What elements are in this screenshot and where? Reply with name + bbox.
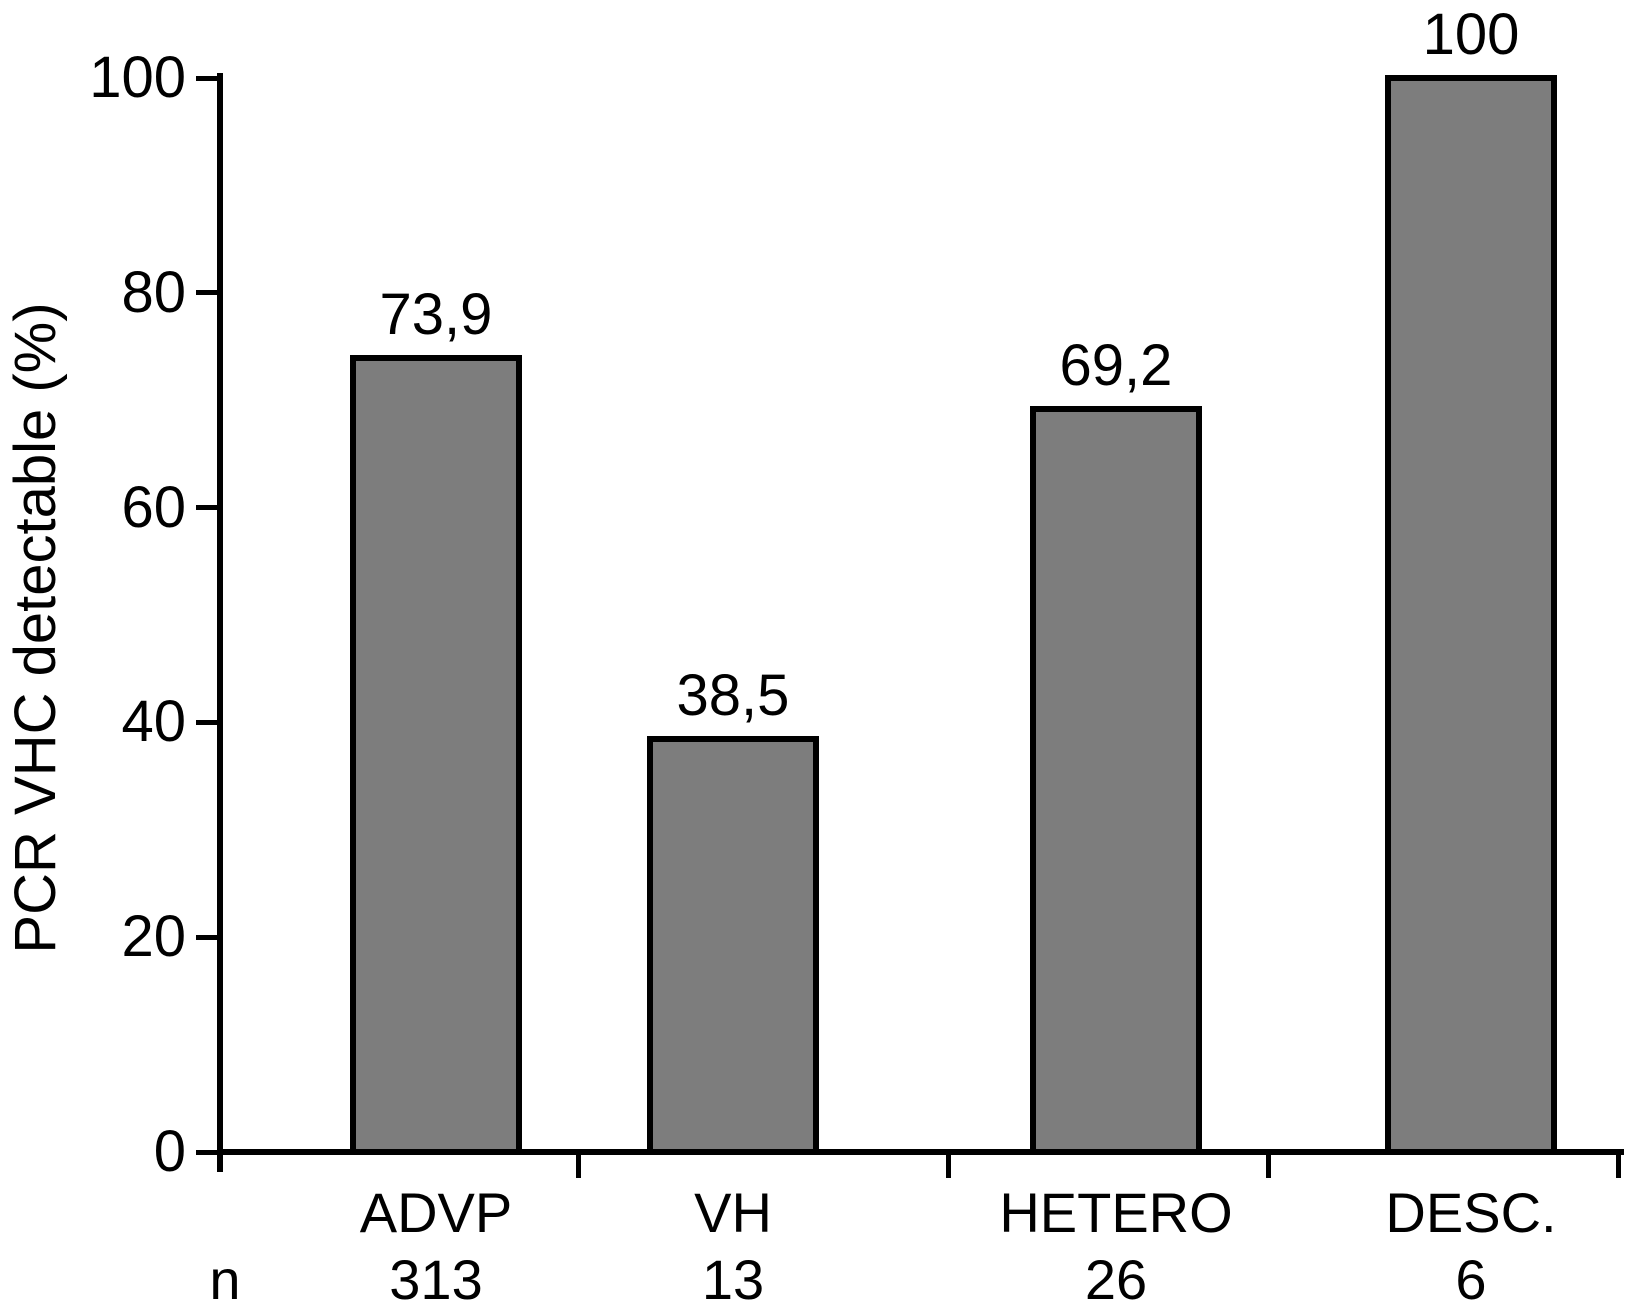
category-label: DESC.	[1385, 1181, 1557, 1244]
x-tick	[1616, 1152, 1621, 1178]
y-tick	[196, 75, 218, 81]
x-tick	[1266, 1152, 1271, 1178]
y-tick	[196, 719, 218, 725]
bar-value-label: 38,5	[676, 662, 790, 728]
bar	[1030, 405, 1202, 1155]
x-tick	[576, 1152, 581, 1178]
y-tick	[196, 505, 218, 511]
bar	[647, 735, 819, 1155]
x-axis-line	[217, 1149, 1624, 1155]
bar	[350, 355, 522, 1155]
n-value-label: 26	[1084, 1248, 1148, 1311]
category-label: ADVP	[359, 1181, 513, 1244]
n-row-label: n	[209, 1248, 241, 1311]
y-tick-label: 80	[121, 259, 186, 325]
y-tick-label: 60	[121, 474, 186, 540]
y-tick	[196, 1149, 218, 1155]
bar-value-label: 100	[1422, 2, 1520, 67]
n-value-label: 13	[701, 1248, 765, 1311]
category-label: HETERO	[999, 1181, 1233, 1244]
n-value-label: 6	[1455, 1248, 1487, 1311]
y-tick	[196, 290, 218, 296]
y-tick-label: 20	[121, 904, 186, 970]
y-tick	[196, 934, 218, 940]
y-axis-line	[217, 73, 223, 1172]
y-tick-label: 0	[153, 1119, 186, 1184]
bar-value-label: 69,2	[1059, 332, 1173, 398]
n-value-label: 313	[389, 1248, 483, 1311]
x-tick	[946, 1152, 951, 1178]
y-tick-label: 100	[89, 45, 186, 110]
y-tick-label: 40	[121, 689, 186, 755]
bar-value-label: 73,9	[379, 282, 493, 348]
category-label: VH	[694, 1181, 772, 1244]
bar	[1385, 75, 1557, 1155]
